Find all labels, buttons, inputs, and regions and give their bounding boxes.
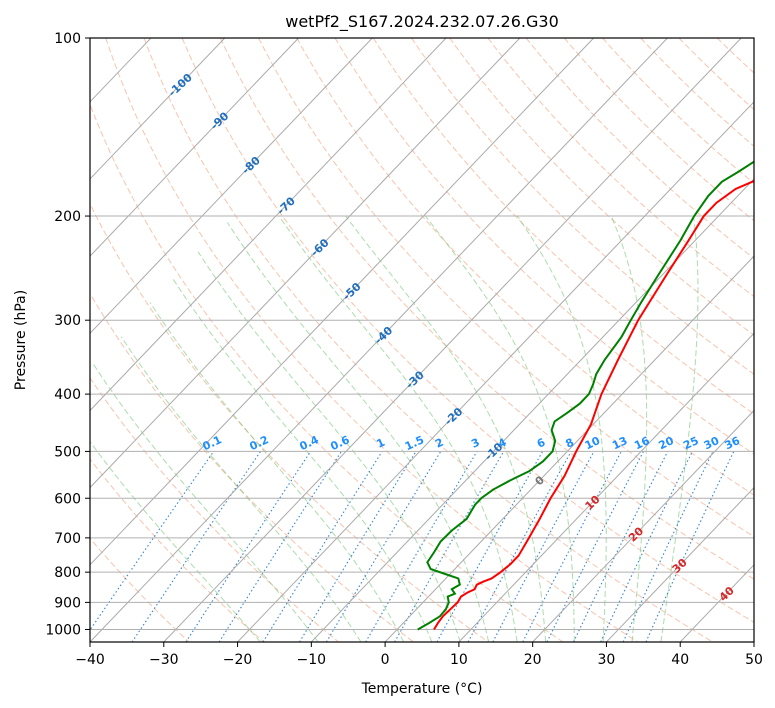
mixing-ratio-line — [573, 451, 669, 642]
moist-adiabat-line — [172, 278, 433, 642]
mixing-ratio-line — [185, 451, 312, 642]
chart-title: wetPf2_S167.2024.232.07.26.G30 — [285, 12, 559, 32]
dry-adiabat-line — [411, 38, 754, 375]
y-tick-label: 600 — [54, 491, 81, 507]
x-tick-label: 20 — [524, 652, 542, 668]
mixing-ratio-line — [546, 451, 644, 642]
isotherm-line — [753, 641, 754, 642]
y-tick-label: 200 — [54, 209, 81, 225]
x-tick-label: −20 — [223, 652, 253, 668]
mixing-ratio-line — [218, 451, 342, 642]
moist-adiabat-line — [516, 215, 607, 642]
isotherm-line — [90, 38, 299, 257]
moist-adiabat-line — [92, 363, 319, 642]
dry-adiabat-line — [90, 103, 564, 642]
dry-adiabat-line — [563, 38, 754, 222]
mixing-ratio-line — [90, 451, 215, 631]
dry-adiabat-line — [334, 38, 754, 455]
dry-adiabat-line — [296, 38, 754, 496]
moist-adiabat-line — [345, 215, 547, 642]
y-tick-label: 900 — [54, 595, 81, 611]
isotherm-line — [163, 38, 742, 642]
x-axis: −40 −30 −20 −10 0 10 20 30 40 50 — [75, 642, 763, 668]
isotherm-line — [310, 178, 754, 642]
isotherm-line — [0, 38, 3, 642]
mixing-ratio-line — [436, 451, 544, 642]
moist-adiabat-line — [120, 336, 362, 642]
pressure-gridlines — [90, 38, 754, 630]
dry-adiabat-line — [143, 38, 713, 642]
moist-adiabat-line — [610, 215, 648, 642]
isotherms — [0, 38, 754, 642]
isotherm-line — [90, 38, 595, 566]
mixing-ratio-label: 25 — [681, 434, 700, 452]
y-tick-label: 700 — [54, 531, 81, 547]
dry-adiabat-line — [181, 38, 754, 623]
isotherm-line — [237, 101, 754, 642]
dry-adiabat-line — [105, 38, 639, 642]
y-tick-label: 400 — [54, 387, 81, 403]
mixing-ratio-label: 20 — [657, 434, 677, 452]
isotherm-line — [606, 486, 754, 642]
isotherm-line — [90, 38, 373, 335]
x-tick-label: 50 — [745, 652, 763, 668]
plot-area: -100-90-80-70-60-50-40-30-20-10010203040… — [0, 38, 775, 642]
dry-adiabat-line — [449, 38, 754, 336]
isotherm-line — [90, 38, 521, 489]
isotherm-line — [0, 38, 77, 642]
moist-adiabat-line — [278, 215, 518, 642]
mixing-ratio-label: 30 — [702, 434, 722, 452]
y-axis-label: Pressure (hPa) — [13, 290, 29, 390]
x-tick-label: 30 — [598, 652, 616, 668]
moist-adiabats — [90, 215, 699, 642]
dry-adiabat-line — [525, 38, 754, 260]
y-tick-label: 800 — [54, 565, 81, 581]
y-axis: 100 200 300 400 500 600 700 800 900 1000 — [45, 31, 90, 638]
mixing-ratio-label: 36 — [723, 434, 743, 452]
y-tick-label: 500 — [54, 444, 81, 460]
dewpoint-series-line — [417, 160, 754, 631]
moist-adiabat-line — [425, 215, 575, 642]
x-tick-label: −30 — [149, 652, 179, 668]
isotherm-line — [532, 409, 754, 642]
dry-adiabat-line — [90, 458, 265, 642]
mixing-ratio-label: 13 — [610, 434, 629, 452]
x-axis-label: Temperature (°C) — [361, 681, 483, 697]
x-tick-label: 40 — [671, 652, 689, 668]
dry-adiabat-line — [640, 38, 754, 147]
dry-adiabat-line — [755, 38, 775, 642]
temperature-series-line — [433, 179, 754, 630]
plot-frame — [89, 37, 755, 643]
x-tick-label: −10 — [297, 652, 327, 668]
mixing-ratio-label: 16 — [632, 434, 652, 452]
isotherm-line — [384, 255, 754, 642]
isotherm-line — [90, 38, 447, 412]
moist-adiabat-line — [660, 215, 699, 642]
mixing-ratio-line — [299, 451, 417, 642]
y-tick-label: 1000 — [45, 622, 81, 638]
dry-adiabat-line — [90, 292, 414, 642]
isotherm-line — [458, 332, 754, 642]
moist-adiabat-line — [226, 222, 490, 642]
x-tick-label: 0 — [381, 652, 390, 668]
isotherm-line — [90, 38, 226, 180]
y-tick-label: 100 — [54, 31, 81, 47]
y-tick-label: 300 — [54, 313, 81, 329]
x-tick-label: 10 — [450, 652, 468, 668]
isotherm-line — [90, 38, 668, 642]
moist-adiabat-line — [149, 302, 405, 642]
mixing-ratio-line — [131, 451, 262, 642]
dry-adiabat-line — [372, 38, 754, 415]
mixing-ratio-label: 10 — [583, 434, 603, 452]
x-tick-label: −40 — [75, 652, 105, 668]
